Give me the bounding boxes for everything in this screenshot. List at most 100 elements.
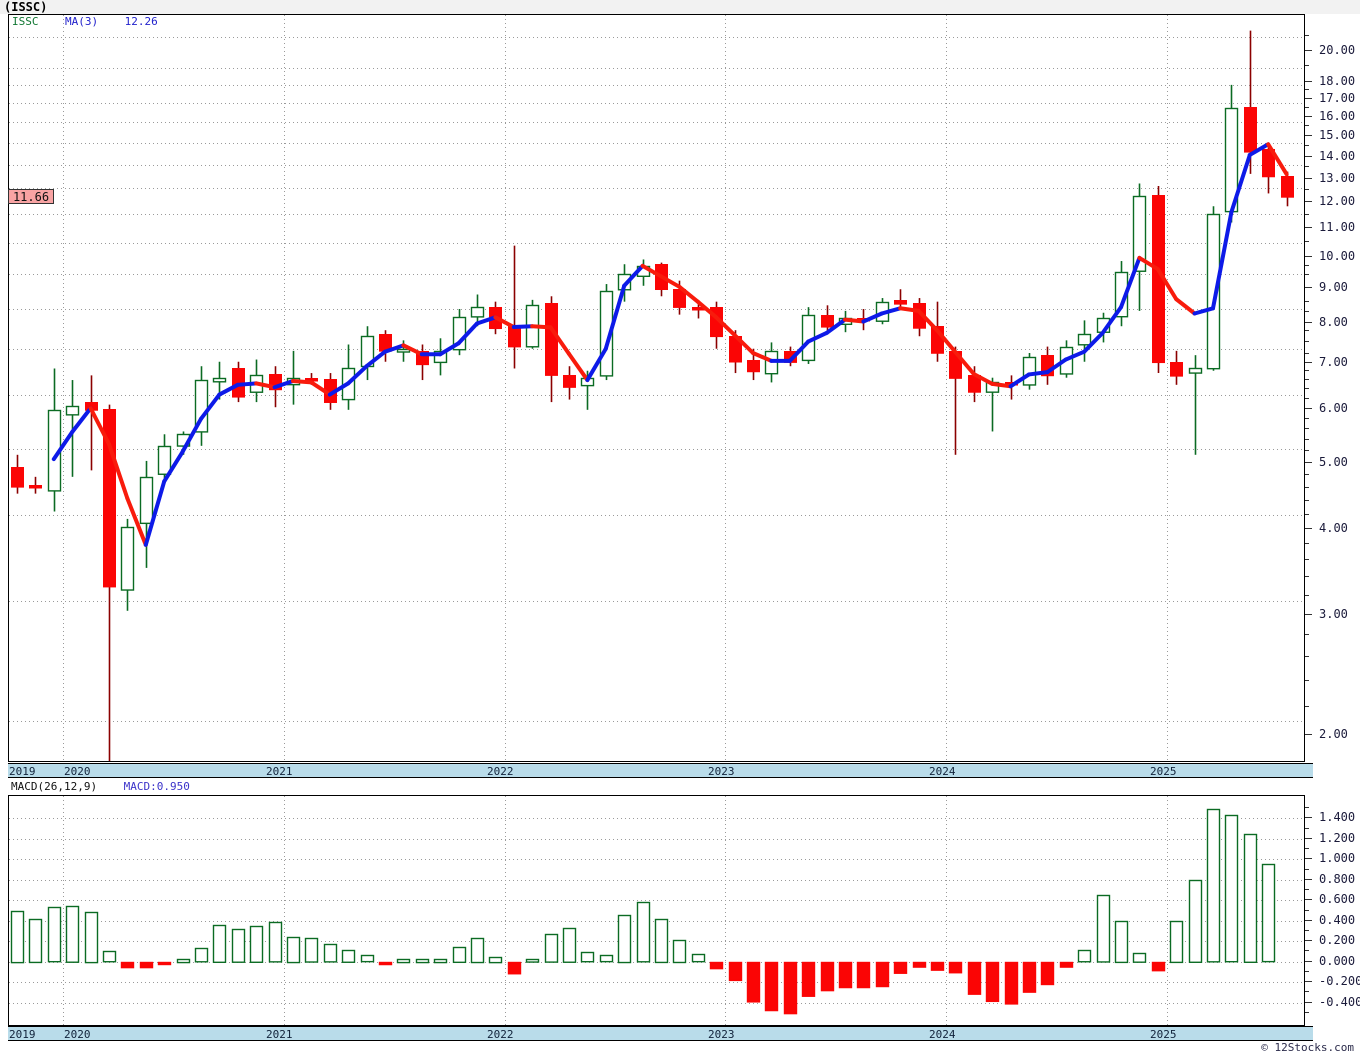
price-tick-minor <box>1305 214 1309 215</box>
macd-tick-mark <box>1305 981 1312 982</box>
macd-tick-minor <box>1305 1012 1309 1013</box>
price-tick-minor <box>1305 274 1309 275</box>
price-tick-label: 6.00 <box>1319 400 1348 415</box>
year-label: 2022 <box>487 765 514 778</box>
macd-tick-mark <box>1305 858 1312 859</box>
price-tick-minor <box>1305 634 1309 635</box>
macd-tick-minor <box>1305 971 1309 972</box>
macd-tick-mark <box>1305 920 1312 921</box>
price-tick-label: 2.00 <box>1319 727 1348 742</box>
price-legend: ISSC MA(3) 12.26 <box>12 16 158 28</box>
price-tick-minor <box>1305 370 1309 371</box>
year-label: 2025 <box>1150 765 1177 778</box>
price-tick-minor <box>1305 301 1309 302</box>
price-tick-minor <box>1305 35 1309 36</box>
price-tick-label: 12.00 <box>1319 194 1356 209</box>
price-tick-label: 8.00 <box>1319 315 1348 329</box>
price-tick-label: 11.00 <box>1319 220 1356 235</box>
price-tick-mark <box>1305 287 1312 288</box>
price-tick-label: 10.00 <box>1319 248 1356 263</box>
price-tick-label: 9.00 <box>1319 279 1348 294</box>
price-tick-mark <box>1305 227 1312 228</box>
price-tick-minor <box>1305 543 1309 544</box>
macd-tick-minor <box>1305 930 1309 931</box>
price-tick-mark <box>1305 362 1312 363</box>
price-tick-minor <box>1305 576 1309 577</box>
copyright-label: © 12Stocks.com <box>1261 1041 1354 1054</box>
macd-tick-mark <box>1305 1002 1312 1003</box>
year-label: 2024 <box>929 1028 956 1041</box>
price-tick-mark <box>1305 156 1312 157</box>
price-tick-minor <box>1305 241 1309 242</box>
price-tick-label: 18.00 <box>1319 73 1356 88</box>
macd-tick-minor <box>1305 807 1309 808</box>
year-label: 2024 <box>929 765 956 778</box>
year-label: 2019 <box>9 1028 36 1041</box>
year-label: 2019 <box>9 765 36 778</box>
price-tick-label: 16.00 <box>1319 108 1356 123</box>
macd-tick-minor <box>1305 848 1309 849</box>
macd-tick-minor <box>1305 869 1309 870</box>
price-tick-minor <box>1305 311 1309 312</box>
macd-tick-minor <box>1305 950 1309 951</box>
legend-symbol: ISSC <box>12 15 39 28</box>
price-tick-mark <box>1305 81 1312 82</box>
price-tick-mark <box>1305 614 1312 615</box>
price-tick-label: 5.00 <box>1319 454 1348 469</box>
year-label: 2023 <box>708 1028 735 1041</box>
page-title: (ISSC) <box>4 0 48 14</box>
macd-tick-mark <box>1305 899 1312 900</box>
macd-tick-mark <box>1305 838 1312 839</box>
price-tick-mark <box>1305 528 1312 529</box>
macd-tick-mark <box>1305 879 1312 880</box>
year-label: 2020 <box>64 1028 91 1041</box>
price-tick-minor <box>1305 398 1309 399</box>
year-label: 2025 <box>1150 1028 1177 1041</box>
macd-tick-label: 1.400 <box>1319 810 1356 825</box>
price-axis: 20.00 18.00 17.00 16.00 15.00 14.00 13.00 12.00… <box>1305 14 1360 767</box>
price-tick-mark <box>1305 408 1312 409</box>
year-label: 2023 <box>708 765 735 778</box>
price-tick-minor <box>1305 706 1309 707</box>
price-tick-mark <box>1305 116 1312 117</box>
price-tick-minor <box>1305 428 1309 429</box>
macd-tick-label: 0.600 <box>1319 892 1356 907</box>
macd-tick-minor <box>1305 828 1309 829</box>
price-tick-label: 14.00 <box>1319 148 1356 163</box>
price-tick-mark <box>1305 322 1312 323</box>
price-tick-label: 4.00 <box>1319 521 1348 536</box>
price-tick-label: 20.00 <box>1319 42 1356 57</box>
price-tick-minor <box>1305 65 1309 66</box>
price-tick-minor <box>1305 559 1309 560</box>
macd-axis: 1.400 1.200 1.000 0.800 0.600 0.400 0.200 0.000… <box>1305 795 1360 1026</box>
year-label: 2021 <box>266 1028 293 1041</box>
price-tick-label: 15.00 <box>1319 128 1356 143</box>
price-tick-minor <box>1305 474 1309 475</box>
price-tick-minor <box>1305 353 1309 354</box>
price-tick-minor <box>1305 341 1309 342</box>
year-label: 2022 <box>487 1028 514 1041</box>
macd-chart-panel[interactable] <box>8 795 1305 1026</box>
price-tick-mark <box>1305 98 1312 99</box>
last-price-badge: 11.66 <box>8 188 54 204</box>
price-tick-mark <box>1305 201 1312 202</box>
price-tick-label: 13.00 <box>1319 170 1356 185</box>
macd-legend: MACD(26,12,9) MACD:0.950 <box>11 781 190 793</box>
year-label: 2021 <box>266 765 293 778</box>
price-chart-panel[interactable]: ISSC MA(3) 12.26 <box>8 14 1305 762</box>
macd-tick-label: 1.200 <box>1319 830 1356 845</box>
macd-tick-mark <box>1305 961 1312 962</box>
price-tick-minor <box>1305 379 1309 380</box>
year-axis-macd: 2019 2020 2021 2022 2023 2024 2025 <box>8 1026 1313 1041</box>
price-tick-mark <box>1305 135 1312 136</box>
macd-name: MACD(26,12,9) <box>11 780 98 793</box>
price-tick-minor <box>1305 514 1309 515</box>
year-axis-price: 2019 2020 2021 2022 2023 2024 2025 <box>8 763 1313 778</box>
price-tick-minor <box>1305 595 1309 596</box>
year-label: 2020 <box>64 765 91 778</box>
price-plot <box>9 15 1304 761</box>
macd-tick-minor <box>1305 889 1309 890</box>
price-tick-minor <box>1305 145 1309 146</box>
macd-header-strip: MACD(26,12,9) MACD:0.950 <box>8 781 1305 795</box>
